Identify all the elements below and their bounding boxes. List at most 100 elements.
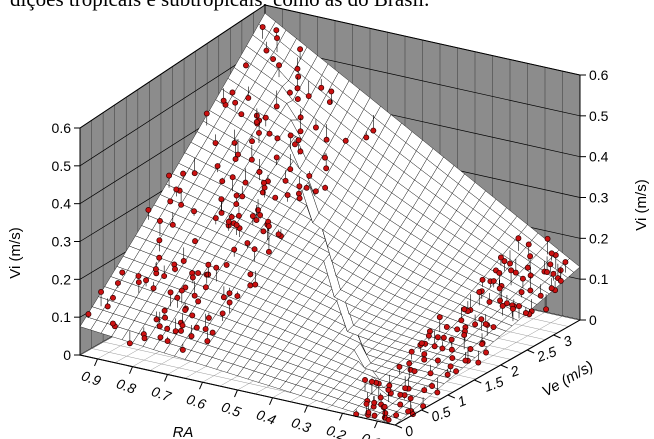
observation-point bbox=[543, 294, 550, 313]
observation-point bbox=[233, 222, 240, 236]
point-marker bbox=[537, 292, 544, 299]
point-marker bbox=[522, 310, 529, 316]
observation-point bbox=[164, 336, 171, 345]
observation-point bbox=[482, 314, 489, 328]
observation-point bbox=[547, 261, 554, 273]
point-marker bbox=[294, 65, 301, 72]
point-marker bbox=[156, 254, 163, 261]
observation-point bbox=[524, 264, 531, 271]
z-tick-label-left: 0 bbox=[63, 347, 71, 363]
ve-tick-label: 1 bbox=[455, 392, 468, 410]
observation-point bbox=[205, 312, 212, 321]
observation-point bbox=[393, 410, 400, 419]
point-marker bbox=[172, 266, 178, 273]
point-marker bbox=[220, 97, 227, 104]
observation-point bbox=[273, 154, 280, 166]
point-marker bbox=[297, 128, 304, 135]
point-marker bbox=[157, 218, 163, 224]
point-marker bbox=[266, 130, 273, 137]
point-marker bbox=[402, 385, 409, 392]
z-tick-label-right: 0.6 bbox=[589, 67, 609, 83]
point-marker bbox=[265, 223, 272, 230]
observation-point bbox=[518, 289, 525, 298]
point-marker bbox=[260, 179, 267, 186]
observation-point bbox=[421, 351, 428, 358]
observation-point bbox=[245, 86, 252, 101]
point-marker bbox=[135, 279, 142, 286]
observation-point bbox=[156, 237, 163, 252]
z-axis-title-right: Vi (m/s) bbox=[633, 179, 650, 230]
observation-point bbox=[182, 302, 189, 313]
observation-point bbox=[202, 283, 209, 291]
ra-tick bbox=[199, 382, 203, 390]
point-marker bbox=[167, 289, 174, 296]
point-marker bbox=[178, 327, 184, 334]
observation-point bbox=[174, 294, 181, 308]
z-tick-label-left: 0.1 bbox=[52, 309, 72, 325]
observation-point bbox=[229, 174, 236, 192]
observation-point bbox=[179, 313, 186, 329]
point-marker bbox=[141, 335, 148, 342]
observation-point bbox=[406, 360, 413, 379]
observation-point bbox=[544, 256, 551, 276]
ve-tick bbox=[474, 379, 482, 384]
point-marker bbox=[164, 338, 171, 345]
point-marker bbox=[447, 363, 454, 370]
observation-point bbox=[475, 350, 482, 366]
point-marker bbox=[362, 377, 368, 383]
point-marker bbox=[440, 334, 447, 341]
observation-point bbox=[385, 386, 392, 402]
point-marker bbox=[178, 201, 185, 208]
point-marker bbox=[467, 346, 474, 352]
point-marker bbox=[229, 174, 236, 181]
observation-point bbox=[212, 134, 219, 146]
observation-point bbox=[191, 208, 197, 216]
point-marker bbox=[247, 282, 254, 289]
ra-tick bbox=[164, 374, 168, 382]
observation-point bbox=[294, 96, 301, 103]
point-marker bbox=[295, 137, 302, 144]
point-marker bbox=[244, 240, 251, 247]
point-marker bbox=[231, 246, 238, 253]
point-marker bbox=[180, 258, 187, 264]
observation-point bbox=[214, 163, 221, 173]
observation-point bbox=[486, 292, 493, 305]
observation-point bbox=[497, 290, 503, 304]
observation-point bbox=[195, 270, 202, 277]
observation-point bbox=[453, 368, 460, 375]
observation-point bbox=[525, 241, 532, 260]
observation-point bbox=[220, 286, 227, 301]
point-marker bbox=[204, 338, 211, 345]
observation-point bbox=[263, 41, 270, 54]
point-marker bbox=[213, 264, 220, 271]
observation-point bbox=[141, 335, 148, 342]
ra-tick-label: 0.7 bbox=[149, 383, 174, 405]
point-marker bbox=[425, 332, 432, 339]
point-marker bbox=[287, 166, 294, 173]
observation-point bbox=[306, 170, 313, 179]
point-marker bbox=[270, 56, 277, 63]
observation-point bbox=[126, 331, 133, 347]
observation-point bbox=[461, 306, 468, 313]
observation-point bbox=[385, 416, 392, 423]
ra-tick-label: 0.8 bbox=[114, 375, 138, 397]
observation-points bbox=[85, 24, 569, 423]
observation-point bbox=[296, 195, 303, 202]
observation-point bbox=[212, 215, 219, 225]
point-marker bbox=[172, 328, 179, 335]
observation-point bbox=[501, 258, 508, 271]
point-marker bbox=[503, 300, 510, 307]
point-marker bbox=[109, 320, 116, 327]
point-marker bbox=[525, 241, 532, 248]
point-marker bbox=[406, 360, 413, 367]
observation-point bbox=[434, 334, 441, 341]
ve-tick bbox=[394, 424, 403, 429]
observation-point bbox=[191, 281, 198, 299]
ve-tick-label: 0.5 bbox=[429, 403, 453, 425]
observation-point bbox=[444, 369, 451, 378]
point-marker bbox=[156, 237, 163, 244]
observation-point bbox=[204, 331, 211, 345]
observation-point bbox=[276, 62, 282, 78]
observation-point bbox=[421, 386, 428, 394]
point-marker bbox=[411, 368, 418, 375]
